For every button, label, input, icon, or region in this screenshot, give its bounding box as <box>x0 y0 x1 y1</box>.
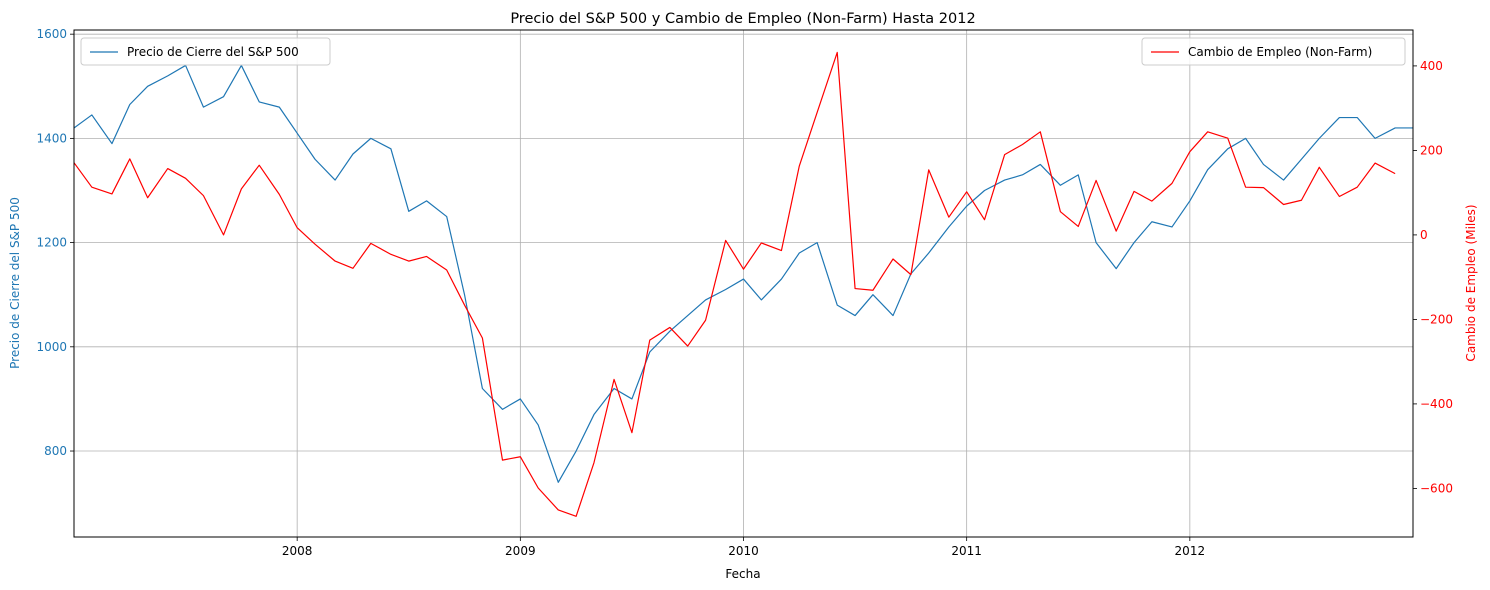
left-axis-label: Precio de Cierre del S&P 500 <box>8 197 22 369</box>
legend-left: Precio de Cierre del S&P 500 <box>80 37 331 66</box>
left-tick-label: 1400 <box>36 131 67 145</box>
right-tick-label: 0 <box>1420 228 1428 242</box>
right-axis-label: Cambio de Empleo (Miles) <box>1464 204 1478 361</box>
x-tick-label: 2012 <box>1175 544 1206 558</box>
right-tick-label: −200 <box>1420 312 1453 326</box>
legend-right: Cambio de Empleo (Non-Farm) <box>1141 37 1406 66</box>
left-tick-label: 1200 <box>36 236 67 250</box>
sp500-price-line <box>73 64 1413 483</box>
legend-left-label: Precio de Cierre del S&P 500 <box>127 45 299 59</box>
jobs-change-line <box>73 51 1396 517</box>
right-tick-label: 400 <box>1420 59 1443 73</box>
x-axis-label: Fecha <box>725 567 760 581</box>
right-tick-label: 200 <box>1420 143 1443 157</box>
legend-left-box <box>80 37 331 66</box>
right-tick-label: −400 <box>1420 397 1453 411</box>
x-tick-label: 2009 <box>505 544 536 558</box>
left-tick-label: 1600 <box>36 27 67 41</box>
x-axis: 2008 2009 2010 2011 2012 <box>282 537 1205 558</box>
left-tick-label: 800 <box>44 444 67 458</box>
chart-title: Precio del S&P 500 y Cambio de Empleo (N… <box>510 11 975 27</box>
x-tick-label: 2011 <box>951 544 982 558</box>
legend-right-box <box>1141 37 1406 66</box>
left-tick-label: 1000 <box>36 340 67 354</box>
series-layer <box>73 51 1413 517</box>
grid <box>74 30 1413 537</box>
legend-right-label: Cambio de Empleo (Non-Farm) <box>1188 45 1372 59</box>
left-axis: 800 1000 1200 1400 1600 <box>36 27 74 458</box>
x-tick-label: 2008 <box>282 544 313 558</box>
right-tick-label: −600 <box>1420 481 1453 495</box>
right-axis: −600 −400 −200 0 200 400 <box>1413 59 1453 495</box>
x-tick-label: 2010 <box>728 544 759 558</box>
